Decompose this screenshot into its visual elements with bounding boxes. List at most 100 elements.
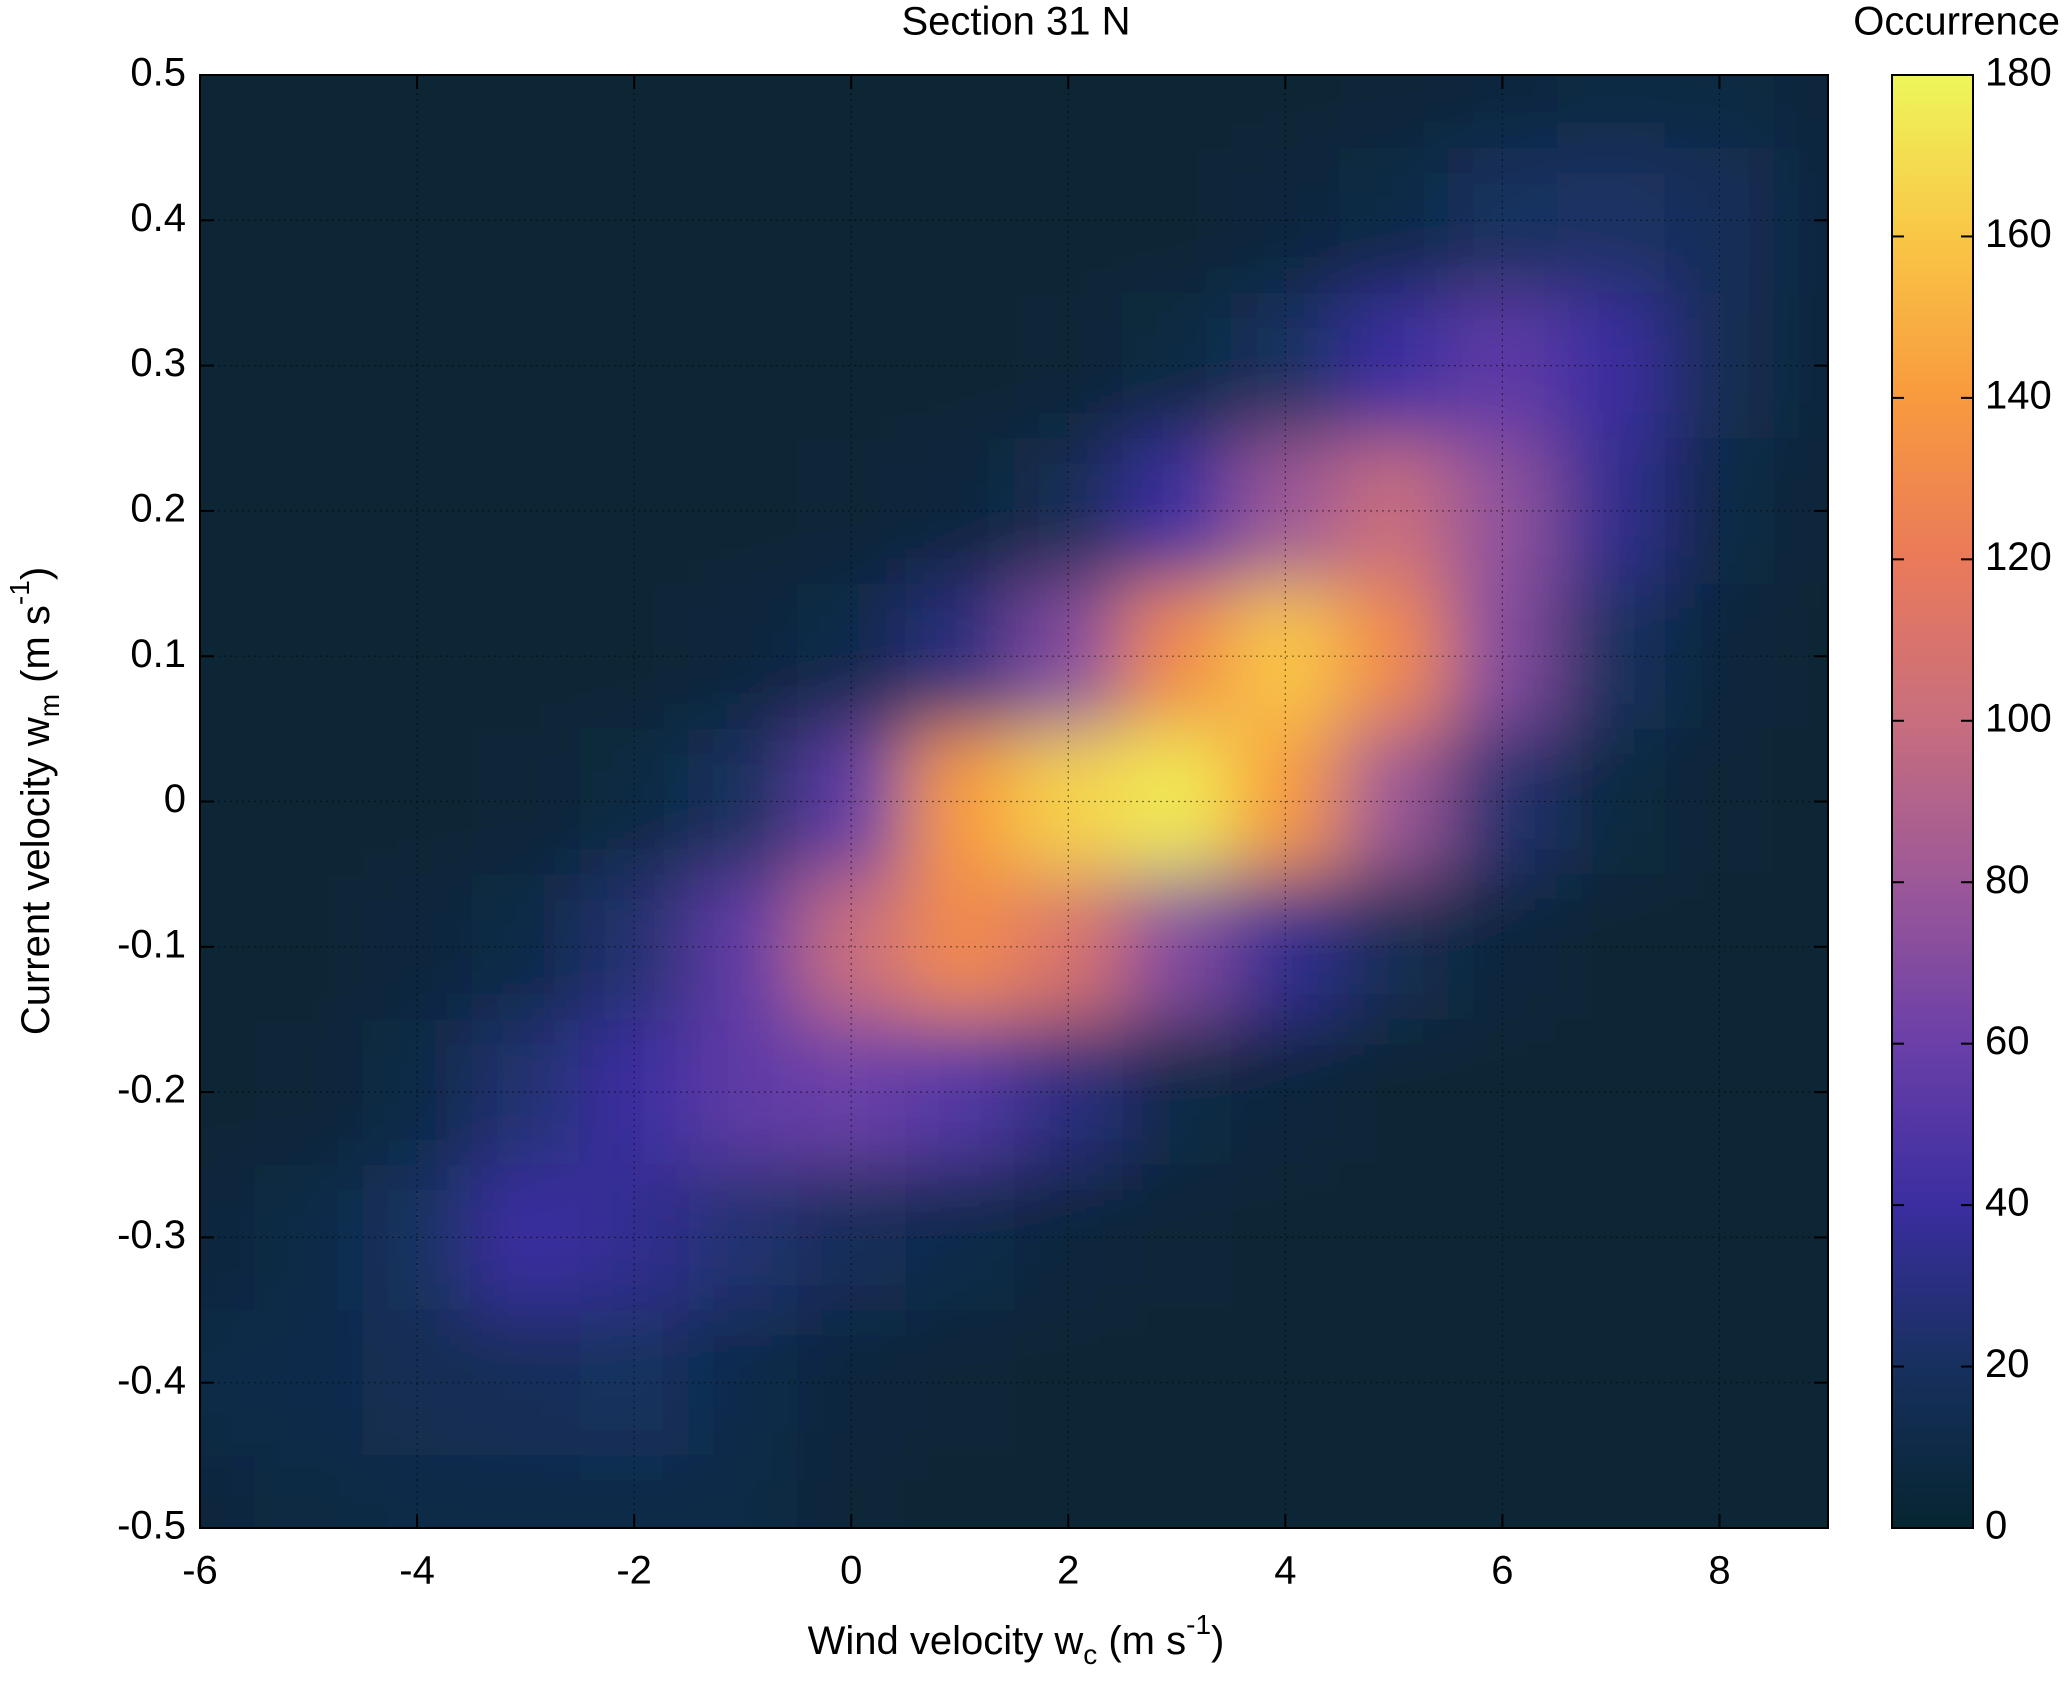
cell — [688, 728, 797, 875]
y-tick-label: 0.4 — [130, 196, 186, 240]
cell — [796, 583, 906, 729]
cell — [1014, 1019, 1123, 1165]
cell — [1122, 292, 1232, 439]
cell — [796, 1164, 906, 1311]
cell — [1231, 1019, 1340, 1165]
colorbar-tick-label: 160 — [1985, 212, 2052, 256]
y-tick-label: 0 — [164, 777, 186, 821]
cell — [254, 75, 363, 148]
x-tick-label: -4 — [399, 1549, 435, 1593]
cell — [905, 1164, 1014, 1311]
cell — [688, 1310, 797, 1456]
cell — [688, 438, 797, 584]
ylabel-part: -1 — [4, 580, 35, 605]
chart-title: Section 31 N — [901, 0, 1130, 44]
cell — [688, 75, 797, 148]
cell — [905, 292, 1014, 439]
colorbar-tick-label: 20 — [1985, 1342, 2030, 1386]
x-tick-label: 8 — [1708, 1549, 1730, 1593]
cell — [1014, 438, 1123, 584]
y-tick-label: 0.2 — [130, 486, 186, 530]
y-tick-label: -0.1 — [117, 922, 186, 966]
cell — [905, 1455, 1014, 1528]
cell — [796, 438, 906, 584]
plot-frame — [199, 74, 1829, 1529]
cell — [688, 874, 797, 1020]
cell — [905, 874, 1014, 1020]
cell — [1556, 75, 1666, 148]
colorbar-tick-label: 100 — [1985, 696, 2052, 740]
cell — [254, 1455, 363, 1528]
colorbar — [1891, 74, 1974, 1529]
colorbar-tick-label: 120 — [1985, 535, 2052, 579]
cell — [1556, 1455, 1666, 1528]
colorbar-tick-label: 0 — [1985, 1504, 2007, 1548]
x-tick-label: 4 — [1274, 1549, 1296, 1593]
cell — [471, 75, 580, 148]
y-tick-label: -0.3 — [117, 1213, 186, 1257]
y-tick-label: 0.3 — [130, 341, 186, 385]
cell — [1122, 147, 1232, 293]
cell — [471, 1455, 580, 1528]
cell — [1122, 1164, 1232, 1311]
y-tick-label: -0.2 — [117, 1068, 186, 1112]
x-tick-label: -6 — [182, 1549, 218, 1593]
cell — [688, 147, 797, 293]
colorbar-title: Occurrence — [1853, 0, 2060, 44]
colorbar-tick-label: 60 — [1985, 1019, 2030, 1063]
cell — [1231, 583, 1340, 729]
cell — [1122, 728, 1232, 875]
cell — [905, 728, 1014, 875]
x-tick-label: -2 — [616, 1549, 652, 1593]
cell — [688, 292, 797, 439]
cell — [688, 583, 797, 729]
cell — [1122, 1019, 1232, 1165]
x-tick-label: 6 — [1491, 1549, 1513, 1593]
cell — [1122, 1455, 1232, 1528]
cell — [1122, 75, 1232, 148]
cell — [1122, 874, 1232, 1020]
y-tick-label: 0.5 — [130, 51, 186, 95]
colorbar-tick-label: 180 — [1985, 51, 2052, 95]
y-tick-label: -0.4 — [117, 1358, 186, 1402]
cell — [905, 438, 1014, 584]
cell — [905, 1019, 1014, 1165]
colorbar-tick-label: 140 — [1985, 373, 2052, 417]
cell — [905, 583, 1014, 729]
ylabel-part: m — [34, 694, 65, 717]
cell — [1014, 292, 1123, 439]
xlabel-part: -1 — [1186, 1609, 1211, 1640]
ylabel-part: Current velocity w — [14, 717, 58, 1035]
cell — [1014, 1164, 1123, 1311]
cell — [688, 1019, 797, 1165]
xlabel-part: Wind velocity w — [808, 1619, 1084, 1663]
colorbar-tick-label: 80 — [1985, 858, 2030, 902]
cell — [688, 1164, 797, 1311]
y-axis-label: Current velocity wm (m s-1) — [4, 567, 65, 1035]
x-axis-label: Wind velocity wc (m s-1) — [808, 1609, 1225, 1670]
xlabel-part: c — [1083, 1639, 1097, 1670]
cell — [688, 1455, 797, 1528]
cell — [1122, 438, 1232, 584]
cell — [1231, 1164, 1340, 1311]
xlabel-part: ) — [1211, 1619, 1224, 1663]
cell — [1231, 438, 1340, 584]
field — [200, 75, 1828, 1528]
cell — [1773, 75, 1828, 148]
cell — [796, 292, 906, 439]
xlabel-part: (m s — [1097, 1619, 1186, 1663]
y-tick-label: -0.5 — [117, 1504, 186, 1548]
cell — [200, 1455, 255, 1528]
cell — [796, 1019, 906, 1165]
x-tick-label: 0 — [840, 1549, 862, 1593]
cell — [1339, 75, 1449, 148]
x-tick-label: 2 — [1057, 1549, 1079, 1593]
cell — [905, 147, 1014, 293]
cell — [1014, 583, 1123, 729]
cell — [1231, 292, 1340, 439]
y-tick-label: 0.1 — [130, 632, 186, 676]
cell — [1339, 1455, 1449, 1528]
cell — [905, 1310, 1014, 1456]
colorbar-tick-label: 40 — [1985, 1181, 2030, 1225]
